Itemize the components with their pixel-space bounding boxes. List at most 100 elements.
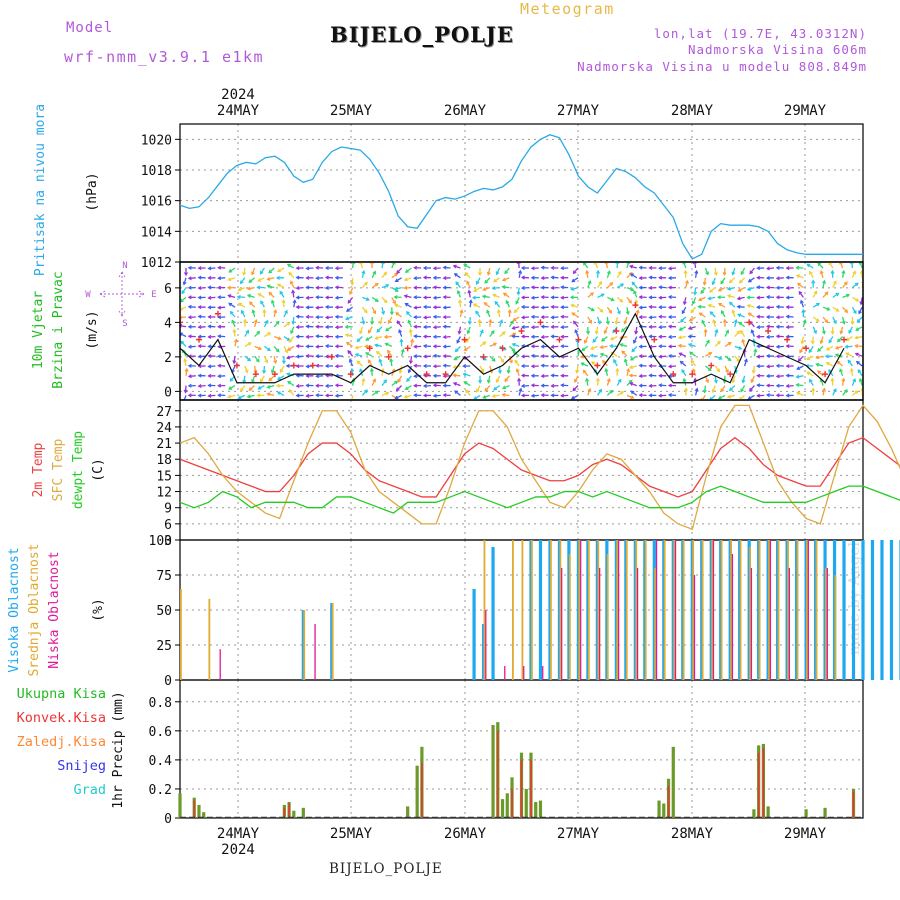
wind-arrow-head [264,359,269,364]
wind-arrow-head [775,363,780,368]
wind-arrow-head [463,347,468,352]
wind-arrow-head [667,324,672,329]
wind-arrow [701,320,706,328]
wind-arrow [404,394,412,398]
wind-arrow-head [512,351,517,355]
wind-arrow-head [354,345,359,350]
wind-frame [179,261,864,401]
wind-arrow-head [207,334,212,339]
wind-arrow-head [648,354,653,359]
wind-arrow-head [798,290,803,295]
wind-arrow-head [753,348,758,353]
wind-arrow-head [500,359,504,363]
wind-arrow [267,384,275,389]
wind-arrow-head [383,299,388,304]
wind-arrow-head [393,295,398,300]
wind-arrow-head [180,340,185,345]
wind-arrow [253,319,258,327]
wind-arrow-head [442,265,447,270]
wind-arrow-head [422,265,427,271]
wind-arrow-head [236,294,241,299]
wind-arrow-head [620,391,625,395]
wind-arrow-head [520,305,525,310]
wind-arrow-head [276,283,281,288]
wind-arrow-head [398,369,403,374]
wind-arrow-head [858,310,862,315]
wind-arrow [260,375,265,383]
wind-arrow-head [747,278,752,283]
wind-arrow [616,283,624,289]
wind-arrow [407,320,412,328]
cloud-mid-bar [180,589,182,680]
wind-arrow-head [347,350,352,354]
wind-arrow-head [290,330,294,335]
wind-arrow-head [709,289,713,293]
wind-gust-mark [328,353,335,360]
wind-arrow-head [403,294,408,299]
wind-arrow [268,292,275,298]
wind-arrow [277,391,285,396]
wind-arrow-head [512,317,517,322]
wind-arrow [257,277,265,282]
wind-arrow [292,290,295,298]
wind-arrow [616,391,624,396]
year-label-bottom: 2024 [221,842,255,858]
wind-arrow-head [180,332,183,337]
wind-arrow-head [324,334,329,339]
wind-arrow-head [609,336,614,341]
wind-arrow-head [268,269,273,274]
wind-gust-mark [404,345,411,352]
wind-arrow-head [802,319,807,324]
wind-arrow [616,306,621,314]
wind-arrow-head [623,358,628,363]
wind-arrow [624,359,628,367]
wind-arrow [737,305,745,308]
wind-arrow-head [854,335,859,340]
wind-arrow-head [305,314,310,319]
wind-arrow-head [648,363,653,368]
wind-arrow [571,312,579,318]
y-tick-label: 0.4 [149,754,173,769]
wind-arrow-head [835,292,840,297]
wind-arrow-head [344,333,349,338]
wind-arrow [347,350,354,357]
y-tick-label: 18 [156,453,172,468]
wind-arrow-head [667,275,672,280]
wind-arrow-head [540,324,545,329]
cloud-low-bar [712,540,715,680]
wind-arrow-head [628,299,632,304]
wind-arrow [346,306,353,312]
wind-arrow-head [515,300,520,305]
wind-arrow [720,310,726,318]
wind-arrow [504,375,510,382]
wind-arrow-head [717,395,722,400]
wind-arrow [467,326,471,334]
wind-arrow-head [217,393,222,398]
precip-total-bar [538,800,543,818]
wind-arrow-head [432,285,437,290]
y-tick-label: 1020 [141,133,172,148]
wind-arrow-head [207,393,212,398]
wind-arrow [406,311,412,318]
wind-gust-mark [556,336,563,343]
wind-arrow-head [305,305,310,310]
wind-arrow-head [315,344,320,349]
temp-unit: (C) [91,458,106,481]
wind-arrow-head [681,310,686,315]
wind-arrow [349,287,354,295]
wind-arrow-head [648,275,653,280]
wind-arrow-head [727,294,732,299]
wind-arrow-head [359,330,363,335]
wind-arrow-head [648,334,653,339]
wind-arrow-head [286,355,291,360]
wind-arrow [855,352,863,357]
wind-arrow [365,352,373,357]
wind-arrow-head [683,387,688,392]
wind-arrow-head [394,395,399,400]
wind-arrow-head [785,344,790,349]
wind-arrow [180,296,187,303]
wind-arrow-head [381,310,386,316]
wind-arrow-head [756,305,761,310]
wind-arrow [621,326,628,332]
wind-arrow-head [570,395,575,400]
